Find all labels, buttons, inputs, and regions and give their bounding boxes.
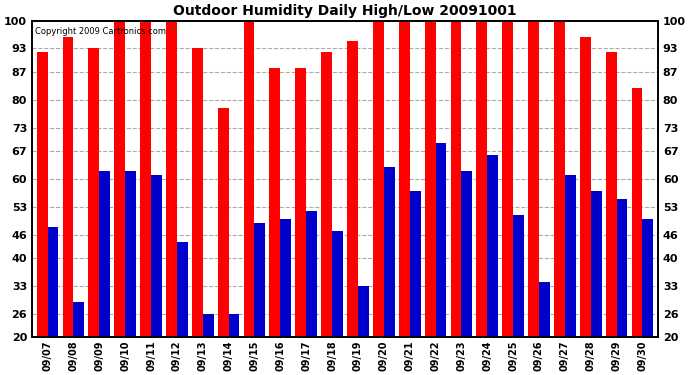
Bar	[591, 191, 602, 338]
Bar	[476, 21, 487, 338]
Bar	[322, 53, 332, 338]
Bar	[617, 199, 627, 338]
Bar	[462, 171, 472, 338]
Bar	[140, 21, 151, 338]
Bar	[295, 68, 306, 338]
Bar	[410, 191, 420, 338]
Bar	[280, 219, 291, 338]
Bar	[554, 21, 565, 338]
Bar	[73, 302, 84, 338]
Bar	[451, 21, 462, 338]
Bar	[580, 36, 591, 338]
Bar	[270, 68, 280, 338]
Bar	[88, 48, 99, 338]
Bar	[177, 242, 188, 338]
Bar	[218, 108, 228, 338]
Text: Copyright 2009 Cartronics.com: Copyright 2009 Cartronics.com	[35, 27, 166, 36]
Bar	[306, 211, 317, 338]
Bar	[502, 21, 513, 338]
Bar	[125, 171, 136, 338]
Bar	[192, 48, 203, 338]
Bar	[539, 282, 550, 338]
Bar	[37, 53, 48, 338]
Bar	[332, 231, 343, 338]
Bar	[606, 53, 617, 338]
Bar	[166, 21, 177, 338]
Bar	[487, 155, 498, 338]
Title: Outdoor Humidity Daily High/Low 20091001: Outdoor Humidity Daily High/Low 20091001	[173, 4, 517, 18]
Bar	[373, 21, 384, 338]
Bar	[435, 144, 446, 338]
Bar	[244, 21, 255, 338]
Bar	[384, 167, 395, 338]
Bar	[115, 21, 125, 338]
Bar	[642, 219, 653, 338]
Bar	[424, 21, 435, 338]
Bar	[631, 88, 642, 338]
Bar	[151, 175, 162, 338]
Bar	[528, 21, 539, 338]
Bar	[358, 286, 368, 338]
Bar	[347, 40, 358, 338]
Bar	[228, 314, 239, 338]
Bar	[399, 21, 410, 338]
Bar	[48, 226, 59, 338]
Bar	[513, 215, 524, 338]
Bar	[99, 171, 110, 338]
Bar	[63, 36, 73, 338]
Bar	[565, 175, 575, 338]
Bar	[255, 223, 266, 338]
Bar	[203, 314, 214, 338]
